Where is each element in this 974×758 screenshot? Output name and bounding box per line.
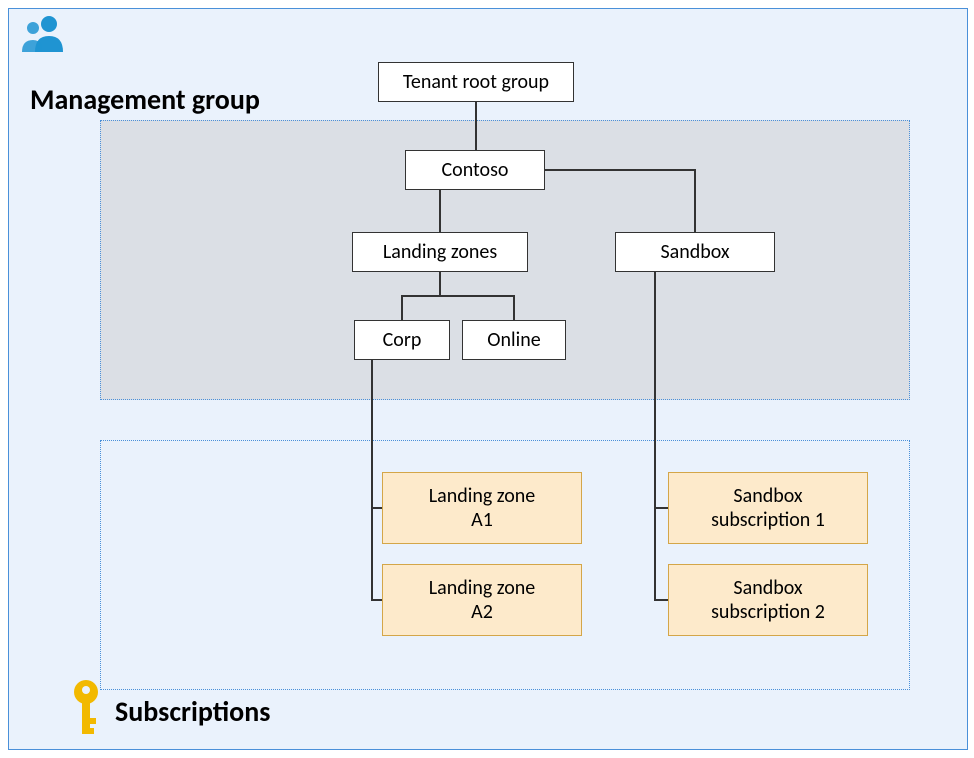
sub-sandbox-1: Sandboxsubscription 1 xyxy=(668,472,868,544)
people-icon xyxy=(20,14,66,57)
node-landing-zones: Landing zones xyxy=(352,232,528,272)
node-tenant-root: Tenant root group xyxy=(378,62,574,102)
sub-landing-zone-a1: Landing zoneA1 xyxy=(382,472,582,544)
management-group-heading: Management group xyxy=(30,82,260,117)
node-contoso: Contoso xyxy=(405,150,545,190)
diagram-canvas: Management group Tenant root group Conto… xyxy=(0,0,974,758)
node-sandbox: Sandbox xyxy=(615,232,775,272)
sub-sandbox-2: Sandboxsubscription 2 xyxy=(668,564,868,636)
sub-landing-zone-a2: Landing zoneA2 xyxy=(382,564,582,636)
subscriptions-heading: Subscriptions xyxy=(115,694,270,729)
node-online: Online xyxy=(462,320,566,360)
node-corp: Corp xyxy=(354,320,450,360)
key-icon xyxy=(66,678,106,741)
